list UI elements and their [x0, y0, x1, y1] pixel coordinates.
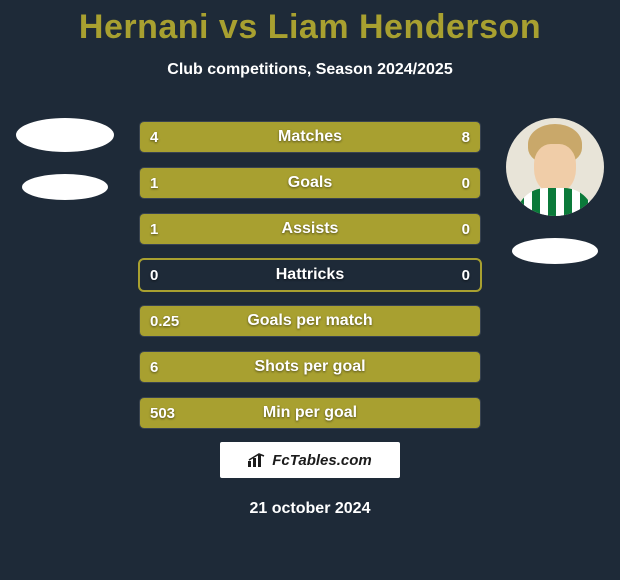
- stat-row: 48Matches: [140, 122, 480, 152]
- stat-row: 10Assists: [140, 214, 480, 244]
- player1-club-placeholder: [22, 174, 108, 200]
- player2-avatar: [506, 118, 604, 216]
- player1-name: Hernani: [79, 8, 209, 46]
- stat-bar-left: [140, 168, 405, 198]
- stat-label: Hattricks: [140, 260, 480, 290]
- stat-row: 0 0Hattricks: [140, 260, 480, 290]
- player1-avatar-placeholder: [16, 118, 114, 152]
- subtitle: Club competitions, Season 2024/2025: [0, 61, 620, 79]
- stat-bar-right: [405, 214, 480, 244]
- stat-bar-left: [140, 214, 405, 244]
- title-vs: vs: [209, 8, 268, 46]
- stat-bar-full: [140, 306, 480, 336]
- stats-bars: 48Matches 10Goals 10Assists 0 0Hattricks 0.25…: [140, 122, 480, 444]
- stat-row: 0.25Goals per match: [140, 306, 480, 336]
- player2-column: [490, 118, 620, 286]
- stat-row: 10Goals: [140, 168, 480, 198]
- stat-value-left: 0: [150, 260, 158, 290]
- stat-bar-left: [140, 122, 253, 152]
- footer-date: 21 october 2024: [0, 500, 620, 518]
- stat-bar-full: [140, 352, 480, 382]
- branding-chart-icon: [248, 453, 266, 467]
- stat-bar-right: [405, 168, 480, 198]
- branding-text: FcTables.com: [272, 452, 371, 469]
- stat-bar-full: [140, 398, 480, 428]
- player1-column: [0, 118, 130, 222]
- stat-row: 503Min per goal: [140, 398, 480, 428]
- page-title: Hernani vs Liam Henderson: [0, 0, 620, 47]
- branding-badge: FcTables.com: [220, 442, 400, 478]
- stat-row: 6Shots per goal: [140, 352, 480, 382]
- stat-bar-right: [253, 122, 480, 152]
- player2-club-placeholder: [512, 238, 598, 264]
- stat-value-right: 0: [462, 260, 470, 290]
- player2-name: Liam Henderson: [268, 8, 541, 46]
